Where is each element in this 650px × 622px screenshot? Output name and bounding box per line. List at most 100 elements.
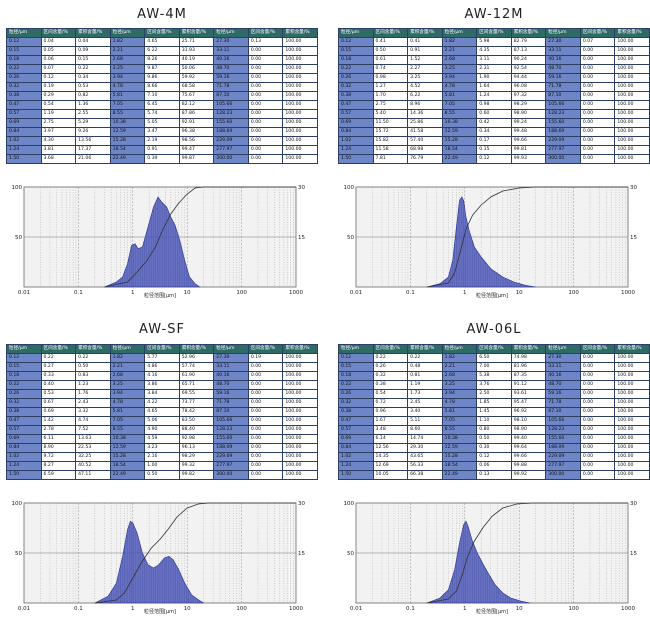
table-cell: 0.98 bbox=[476, 100, 512, 110]
table-row: 0.57 5.40 14.36 8.55 0.60 98.90 128.23 0.00 100.… bbox=[338, 109, 650, 119]
table-cell: 0.32 bbox=[6, 398, 42, 408]
column-header: 粒径/μm bbox=[6, 344, 42, 354]
table-cell: 66.38 bbox=[407, 470, 443, 480]
table-cell: 12.59 bbox=[441, 443, 478, 453]
column-header: 粒径/μm bbox=[213, 344, 249, 354]
table-cell: 128.23 bbox=[545, 109, 581, 119]
column-header: 累积含量/% bbox=[282, 28, 318, 38]
table-cell: 0.41 bbox=[407, 37, 443, 47]
table-cell: 0.57 bbox=[338, 425, 374, 435]
particle-size-chart: 0.01 0.1 1 10 100 1000 50 100 15 30 粒径范围[μm] bbox=[344, 185, 638, 298]
table-cell: 1.19 bbox=[40, 109, 77, 119]
table-cell: 25.71 bbox=[178, 37, 215, 47]
table-cell: 1.50 bbox=[338, 470, 374, 480]
table-cell: 100.00 bbox=[614, 470, 650, 480]
table-cell: 5.74 bbox=[144, 109, 180, 119]
table-cell: 14.35 bbox=[372, 452, 409, 462]
table-cell: 229.09 bbox=[213, 136, 249, 146]
x-axis-label: 粒径范围[μm] bbox=[144, 608, 176, 614]
table-cell: 2.68 bbox=[441, 55, 478, 65]
table-cell: 27.30 bbox=[213, 37, 249, 47]
table-cell: 52.96 bbox=[178, 353, 215, 363]
distribution-hatching bbox=[430, 521, 523, 603]
table-cell: 87.86 bbox=[178, 109, 215, 119]
x-tick-label: 0.1 bbox=[74, 290, 83, 296]
table-cell: 0.12 bbox=[6, 37, 42, 47]
y-right-tick-label: 30 bbox=[630, 501, 637, 507]
table-row: 1.24 3.81 17.37 18.54 0.91 99.47 277.97 0.00 100… bbox=[6, 145, 318, 155]
column-header: 区间含量/% bbox=[476, 28, 512, 38]
table-cell: 0.47 bbox=[338, 416, 374, 426]
table-cell: 100.00 bbox=[282, 425, 318, 435]
table-row: 0.32 0.19 0.53 4.78 8.66 68.58 71.78 0.00 100.00 bbox=[6, 82, 318, 92]
particle-size-chart: 0.01 0.1 1 10 100 1000 50 100 15 30 粒径范围[μm] bbox=[12, 185, 306, 298]
table-cell: 6.11 bbox=[40, 434, 77, 444]
table-cell: 1.24 bbox=[338, 145, 374, 155]
table-cell: 1.50 bbox=[338, 154, 374, 164]
table-cell: 98.90 bbox=[510, 109, 547, 119]
table-cell: 96.08 bbox=[510, 82, 547, 92]
table-cell: 3.94 bbox=[109, 389, 146, 399]
table-cell: 0.13 bbox=[476, 470, 512, 480]
table-cell: 99.92 bbox=[510, 470, 547, 480]
table-cell: 87.10 bbox=[213, 407, 249, 417]
table-cell: 229.09 bbox=[213, 452, 249, 462]
table-cell: 0.17 bbox=[476, 136, 512, 146]
table-cell: 92.54 bbox=[510, 64, 547, 74]
column-header: 粒径/μm bbox=[109, 344, 146, 354]
table-cell: 0.69 bbox=[6, 434, 42, 444]
table-cell: 0.81 bbox=[407, 371, 443, 381]
column-header: 区间含量/% bbox=[144, 344, 180, 354]
table-cell: 99.64 bbox=[510, 443, 547, 453]
table-cell: 100.00 bbox=[282, 109, 318, 119]
table-cell: 100.00 bbox=[614, 145, 650, 155]
panel-title: AW-SF bbox=[139, 322, 185, 337]
table-cell: 9.86 bbox=[144, 73, 180, 83]
table-cell: 0.12 bbox=[476, 154, 512, 164]
table-cell: 5.81 bbox=[109, 91, 146, 101]
table-cell: 100.00 bbox=[282, 461, 318, 471]
table-cell: 1.02 bbox=[338, 452, 374, 462]
table-cell: 98.10 bbox=[510, 416, 547, 426]
table-cell: 2.21 bbox=[109, 46, 146, 56]
table-cell: 1.50 bbox=[6, 154, 42, 164]
table-cell: 0.00 bbox=[247, 100, 284, 110]
table-cell: 22.49 bbox=[109, 154, 146, 164]
table-cell: 0.06 bbox=[476, 461, 512, 471]
table-cell: 188.69 bbox=[545, 127, 581, 137]
table-cell: 100.00 bbox=[614, 109, 650, 119]
table-cell: 3.25 bbox=[407, 73, 443, 83]
table-cell: 1.85 bbox=[476, 398, 512, 408]
table-cell: 0.00 bbox=[579, 434, 616, 444]
table-cell: 1.82 bbox=[441, 353, 478, 363]
column-header: 累积含量/% bbox=[75, 344, 111, 354]
cumulative-curve bbox=[426, 186, 628, 288]
table-cell: 0.00 bbox=[579, 127, 616, 137]
table-cell: 3.48 bbox=[372, 425, 409, 435]
table-cell: 61.90 bbox=[178, 371, 215, 381]
table-cell: 0.33 bbox=[40, 371, 77, 381]
table-cell: 0.12 bbox=[6, 353, 42, 363]
table-cell: 8.55 bbox=[109, 425, 146, 435]
table-cell: 100.00 bbox=[282, 73, 318, 83]
table-cell: 0.39 bbox=[144, 154, 180, 164]
table-cell: 3.76 bbox=[476, 380, 512, 390]
table-cell: 0.67 bbox=[40, 398, 77, 408]
column-header: 累积含量/% bbox=[178, 344, 215, 354]
table-row: 1.02 15.82 57.40 15.28 0.17 99.66 229.09 0.00 10… bbox=[338, 136, 650, 146]
x-tick-label: 10 bbox=[184, 606, 191, 612]
table-cell: 40.16 bbox=[545, 55, 581, 65]
table-row: 0.84 12.56 29.30 12.59 0.30 99.64 188.09 0.00 10… bbox=[338, 443, 650, 453]
table-row: 0.12 0.22 0.22 1.82 6.50 74.98 27.30 0.00 100.00 bbox=[338, 353, 650, 363]
table-row: 1.24 11.58 68.98 18.54 0.15 99.81 277.97 0.00 10… bbox=[338, 145, 650, 155]
y-left-tick-label: 50 bbox=[15, 235, 22, 241]
table-cell: 0.15 bbox=[75, 55, 111, 65]
x-tick-label: 1000 bbox=[289, 606, 303, 612]
table-cell: 15.28 bbox=[109, 136, 146, 146]
distribution-area bbox=[426, 520, 531, 604]
table-cell: 5.98 bbox=[476, 37, 512, 47]
table-cell: 0.04 bbox=[75, 37, 111, 47]
table-cell: 1.73 bbox=[407, 389, 443, 399]
size-distribution-table: 粒径/μm 区间含量/% 累积含量/% 粒径/μm 区间含量/% 累积含量/% 粒径/μm 区… bbox=[338, 28, 650, 164]
table-cell: 100.00 bbox=[614, 46, 650, 56]
